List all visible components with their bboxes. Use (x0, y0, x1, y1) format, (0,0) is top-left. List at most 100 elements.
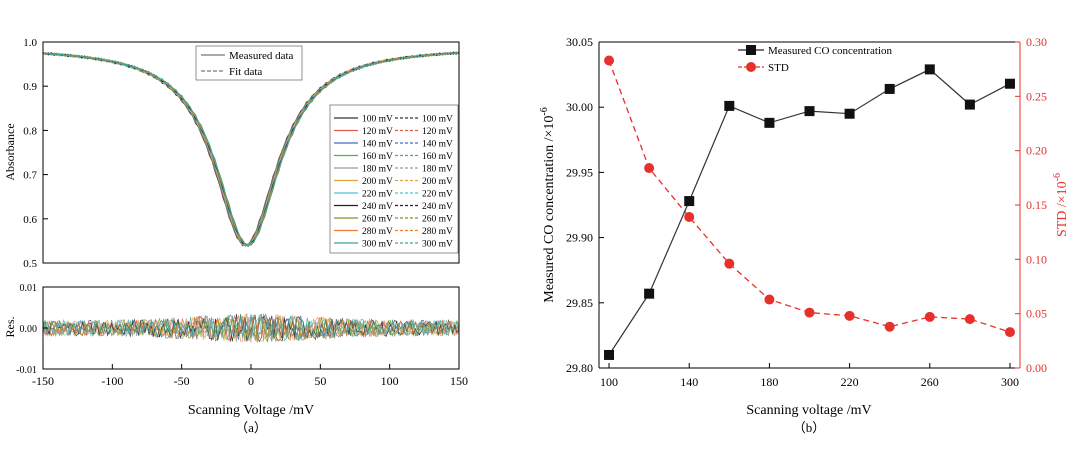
scanning-voltage-axis-label-b: Scanning voltage /mV (746, 403, 871, 418)
residual-x-tick-label: 50 (314, 374, 326, 388)
residual-x-tick-label: 0 (248, 374, 254, 388)
b-x-tick-label: 260 (921, 375, 939, 389)
std-point (604, 55, 615, 66)
legend-measured-8-label: 240 mV (362, 202, 393, 212)
legend-measured-9-label: 260 mV (362, 215, 393, 225)
std-point (964, 314, 975, 325)
b-x-ticks: 100 140 180 220 260 300 (600, 363, 1019, 389)
std-point (1004, 327, 1015, 338)
absorbance-y-tick-label: 0.5 (23, 258, 37, 270)
legend-measured-4-label: 160 mV (362, 152, 393, 162)
std-point (804, 307, 815, 318)
legend-measured-11-label: 300 mV (362, 240, 393, 250)
residual-x-ticks: -150 -100 -50 0 50 100 150 (32, 364, 468, 388)
main-legend: Measured data Fit data (195, 45, 303, 81)
caption-b: （b） (793, 420, 826, 435)
concentration-point (884, 83, 895, 94)
legend-fit-label: Fit data (229, 66, 262, 78)
std-point (684, 211, 695, 222)
legend-fit-3-label: 140 mV (422, 140, 453, 150)
legend-fit-2-label: 120 mV (422, 127, 453, 137)
left-y-tick-label: 29.85 (566, 296, 593, 310)
residual-lines (42, 313, 460, 344)
legend-fit-9-label: 260 mV (422, 215, 453, 225)
right-y-tick-label: 0.00 (1026, 361, 1047, 375)
residual-x-tick-label: 150 (450, 374, 468, 388)
concentration-point (964, 99, 975, 110)
absorbance-axis-label: Absorbance (3, 123, 17, 180)
voltage-legend-box (329, 104, 459, 254)
residual-axis-label: Res. (3, 317, 17, 338)
right-y-tick-label: 0.30 (1026, 35, 1047, 49)
absorbance-y-tick-label: 0.7 (23, 170, 37, 182)
legend-measured-7-label: 220 mV (362, 190, 393, 200)
residual-line-3 (42, 313, 460, 343)
concentration-point (644, 288, 655, 299)
right-y-ticks: 0.00 0.05 0.10 0.15 0.20 0.25 0.30 (1015, 35, 1047, 375)
legend-fit-6-label: 200 mV (422, 177, 453, 187)
legend-fit-1-label: 100 mV (422, 115, 453, 125)
caption-a: （a） (235, 420, 267, 435)
legend-fit-5-label: 180 mV (422, 165, 453, 175)
right-y-tick-label: 0.25 (1026, 89, 1047, 103)
panel-a-top-frame (42, 41, 460, 264)
std-point (644, 163, 655, 174)
legend-measured-1-label: 100 mV (362, 115, 393, 125)
concentration-axis-label: Measured CO concentration /×10-6 (539, 107, 557, 302)
legend-conc-label: Measured CO concentration (768, 45, 893, 57)
right-y-tick-label: 0.15 (1026, 198, 1047, 212)
concentration-point (764, 117, 775, 128)
residual-x-tick-label: -50 (174, 374, 190, 388)
residual-line-11 (42, 314, 460, 342)
std-point (844, 310, 855, 321)
legend-measured-2-label: 120 mV (362, 127, 393, 137)
legend-std-marker (746, 62, 756, 72)
b-x-tick-label: 220 (841, 375, 859, 389)
std-markers (604, 55, 1015, 338)
residual-line-10 (42, 313, 460, 344)
absorbance-y-tick-label: 0.8 (23, 125, 37, 137)
b-x-tick-label: 100 (600, 375, 618, 389)
b-x-tick-label: 140 (680, 375, 698, 389)
b-x-tick-label: 180 (760, 375, 778, 389)
left-y-tick-label: 29.80 (566, 361, 593, 375)
left-y-ticks: 29.80 29.85 29.90 29.95 30.00 30.05 (566, 35, 604, 375)
legend-fit-7-label: 220 mV (422, 190, 453, 200)
std-series-line (608, 60, 1011, 333)
concentration-point (804, 106, 815, 117)
std-point (724, 258, 735, 269)
legend-fit-11-label: 300 mV (422, 240, 453, 250)
concentration-point (724, 100, 735, 111)
legend-measured-label: Measured data (229, 50, 294, 62)
legend-fit-4-label: 160 mV (422, 152, 453, 162)
legend-measured-10-label: 280 mV (362, 227, 393, 237)
scanning-voltage-axis-label-a: Scanning Voltage /mV (188, 403, 314, 418)
legend-b: Measured CO concentration STD (738, 45, 893, 74)
legend-fit-10-label: 280 mV (422, 227, 453, 237)
left-y-tick-label: 30.00 (566, 100, 593, 114)
std-point (764, 294, 775, 305)
panel-a-top: 0.5 0.6 0.7 0.8 0.9 1.0 Absorbance Measured d… (3, 37, 460, 270)
panel-a-bottom: -0.010.000.01 -150 -100 -50 0 50 100 150 Res. … (3, 283, 468, 435)
legend-fit-8-label: 240 mV (422, 202, 453, 212)
std-point (884, 321, 895, 332)
absorbance-y-tick-label: 1.0 (23, 37, 37, 49)
absorbance-line-11 (43, 51, 460, 246)
residual-y-tick-label: -0.01 (16, 365, 37, 376)
left-y-tick-label: 29.90 (566, 231, 593, 245)
legend-measured-3-label: 140 mV (362, 140, 393, 150)
voltage-legend: 100 mV 100 mV 120 mV 120 mV 140 mV 140 mV 160 … (329, 104, 459, 254)
right-y-tick-label: 0.10 (1026, 252, 1047, 266)
concentration-point (684, 196, 695, 207)
legend-measured-5-label: 180 mV (362, 165, 393, 175)
std-point (924, 311, 935, 322)
absorbance-y-tick-label: 0.9 (23, 81, 37, 93)
concentration-point (844, 108, 855, 119)
concentration-point (604, 349, 615, 360)
absorbance-lines (42, 51, 460, 248)
left-y-tick-label: 29.95 (566, 165, 593, 179)
residual-x-tick-label: -100 (101, 374, 123, 388)
residual-x-tick-label: 100 (381, 374, 399, 388)
left-y-tick-label: 30.05 (566, 35, 593, 49)
